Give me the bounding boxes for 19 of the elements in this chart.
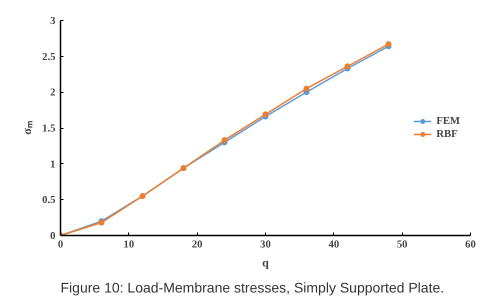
- y-tick-label: 0.5: [42, 195, 56, 206]
- x-tick-label: 0: [58, 240, 64, 250]
- x-tick-label: 50: [396, 240, 408, 250]
- x-tick-label: 30: [260, 240, 271, 250]
- y-tick-label: 0: [50, 231, 56, 242]
- x-tick-label: 60: [465, 240, 476, 250]
- x-tick-label: 20: [192, 240, 202, 250]
- x-tick-label: 10: [124, 240, 134, 250]
- y-tick-label: 3: [50, 16, 56, 27]
- x-tick-label: 40: [328, 240, 340, 250]
- y-axis-title: σₘ: [20, 121, 34, 135]
- y-tick-label: 2.5: [42, 52, 56, 63]
- y-tick-label: 1.5: [42, 124, 56, 134]
- y-tick-label: 2: [50, 88, 56, 99]
- x-axis-title: q: [262, 256, 270, 270]
- caption: Figure 10: Load-Membrane stresses, Simply Supported Plate.: [60, 280, 444, 296]
- legend-label: RBF: [436, 128, 458, 140]
- y-tick-label: 1: [50, 159, 56, 170]
- legend-label: FEM: [436, 116, 460, 126]
